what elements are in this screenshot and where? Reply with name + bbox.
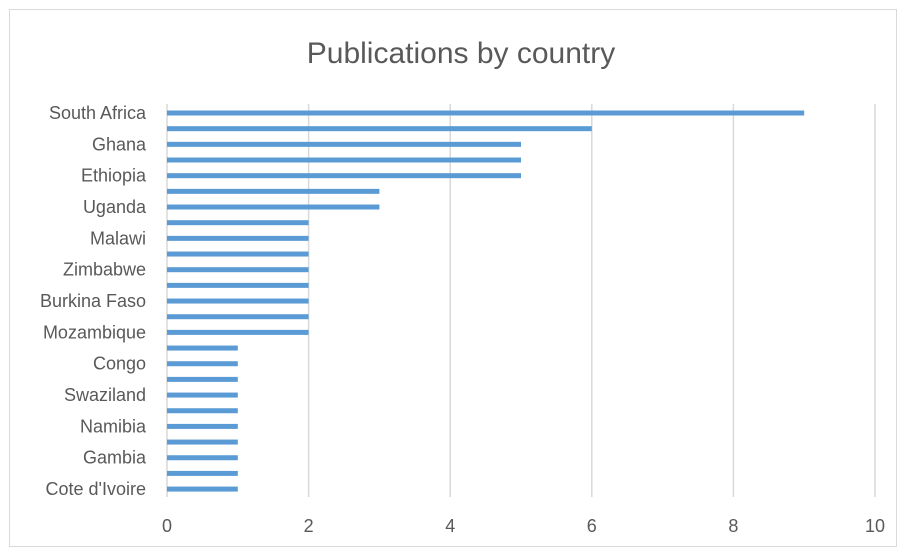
category-label: Burkina Faso bbox=[40, 291, 146, 311]
bar bbox=[167, 267, 309, 273]
category-labels: South Africa Ghana Ethiopia Uganda Malawi Zim… bbox=[40, 103, 147, 499]
x-tick-label: 8 bbox=[728, 516, 738, 536]
bar bbox=[167, 141, 521, 147]
bar bbox=[167, 298, 309, 304]
bar bbox=[167, 204, 380, 210]
x-tick-label: 6 bbox=[587, 516, 597, 536]
bar bbox=[167, 392, 238, 398]
bar bbox=[167, 470, 238, 476]
category-label: Mozambique bbox=[43, 322, 146, 342]
bar bbox=[167, 486, 238, 492]
category-label: Gambia bbox=[83, 448, 147, 468]
category-label: South Africa bbox=[49, 103, 147, 123]
category-label: Namibia bbox=[80, 416, 147, 436]
bar bbox=[167, 235, 309, 241]
bar bbox=[167, 314, 309, 320]
bar bbox=[167, 408, 238, 414]
chart-title: Publications by country bbox=[307, 37, 616, 70]
bar bbox=[167, 282, 309, 288]
category-label: Zimbabwe bbox=[63, 260, 146, 280]
bar bbox=[167, 376, 238, 382]
bar bbox=[167, 439, 238, 445]
bar bbox=[167, 126, 592, 132]
category-label: Congo bbox=[93, 354, 146, 374]
x-tick-label: 10 bbox=[865, 516, 885, 536]
bar bbox=[167, 423, 238, 429]
bar bbox=[167, 157, 521, 163]
category-label: Ethiopia bbox=[81, 166, 147, 186]
category-label: Swaziland bbox=[64, 385, 146, 405]
bars bbox=[167, 110, 805, 492]
category-label: Uganda bbox=[83, 197, 147, 217]
category-label: Cote d'Ivoire bbox=[46, 479, 147, 499]
bar bbox=[167, 361, 238, 367]
bar bbox=[167, 220, 309, 226]
bar bbox=[167, 251, 309, 257]
x-tick-label: 4 bbox=[445, 516, 455, 536]
x-tick-label: 0 bbox=[162, 516, 172, 536]
category-label: Ghana bbox=[92, 134, 147, 154]
x-tick-label: 2 bbox=[304, 516, 314, 536]
gridlines bbox=[166, 104, 876, 497]
bar bbox=[167, 329, 309, 335]
chart-frame bbox=[9, 9, 897, 547]
bar bbox=[167, 188, 380, 194]
bar bbox=[167, 173, 521, 179]
bar bbox=[167, 345, 238, 351]
x-tick-labels: 0 2 4 6 8 10 bbox=[162, 516, 885, 536]
bar bbox=[167, 455, 238, 461]
bar bbox=[167, 110, 805, 116]
category-label: Malawi bbox=[90, 228, 146, 248]
